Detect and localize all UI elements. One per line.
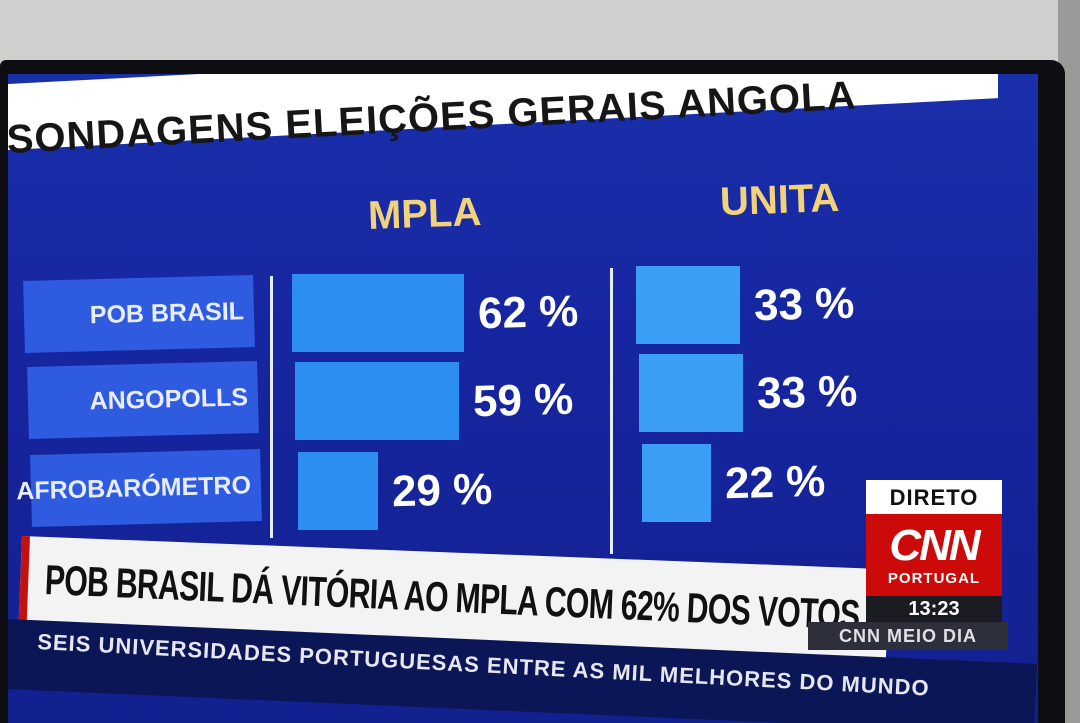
- column-divider: [610, 268, 613, 554]
- cnn-portugal-label: PORTUGAL: [887, 569, 981, 587]
- bar-unita: [642, 444, 712, 522]
- bar-unita: [636, 266, 740, 344]
- column-divider: [270, 276, 273, 538]
- series-heading-mpla: MPLA: [367, 190, 483, 238]
- value-label-mpla: 29 %: [391, 464, 494, 517]
- cnn-logo: CNN: [889, 520, 980, 570]
- value-label-unita: 33 %: [753, 278, 855, 331]
- value-label-unita: 22 %: [724, 456, 827, 509]
- bar-unita: [639, 354, 743, 432]
- series-heading-unita: UNITA: [719, 175, 840, 225]
- bar-mpla: [298, 452, 379, 530]
- pollster-label: POB BRASIL: [23, 275, 255, 353]
- bar-mpla: [295, 362, 459, 440]
- tv-screen: SONDAGENS ELEIÇÕES GERAIS ANGOLA MPLA UNI…: [8, 74, 1038, 723]
- value-label-mpla: 62 %: [477, 286, 579, 339]
- cnn-logo-badge: CNN PORTUGAL: [866, 514, 1002, 596]
- pollster-label: AFROBARÓMETRO: [16, 449, 263, 528]
- value-label-mpla: 59 %: [472, 374, 574, 427]
- live-badge: DIRETO: [866, 480, 1002, 516]
- value-label-unita: 33 %: [756, 366, 858, 419]
- clock-time: 13:23: [866, 596, 1002, 622]
- bar-mpla: [292, 274, 464, 352]
- pollster-label: ANGOPOLLS: [26, 361, 259, 440]
- program-label: CNN MEIO DIA: [808, 622, 1008, 650]
